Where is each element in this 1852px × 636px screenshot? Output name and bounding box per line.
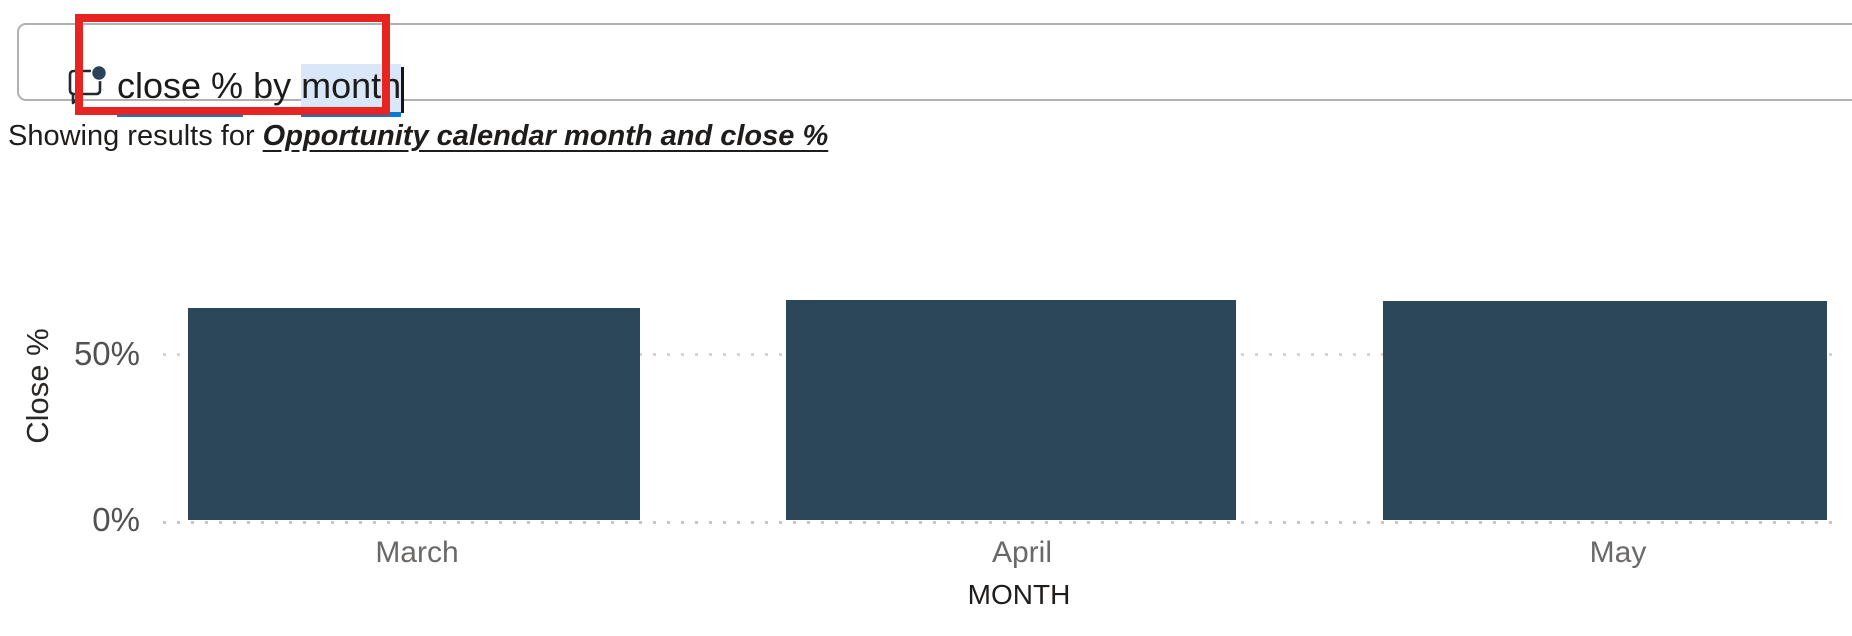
bar-may[interactable] (1383, 301, 1827, 520)
y-tick-50: 50% (73, 335, 140, 372)
qna-comment-icon (68, 64, 107, 105)
question-text[interactable]: close % by month (117, 59, 405, 117)
y-axis-title: Close % (20, 328, 55, 444)
query-term-by[interactable]: by (243, 65, 302, 106)
results-summary: Showing results for Opportunity calendar… (8, 120, 828, 153)
qna-dot-badge (90, 64, 107, 82)
bar-march[interactable] (188, 308, 640, 520)
x-axis-title: MONTH (967, 579, 1071, 610)
y-tick-0: 0% (92, 501, 140, 538)
x-label-may: May (1589, 536, 1647, 569)
text-cursor (401, 67, 405, 113)
query-term-close-pct[interactable]: close % (117, 64, 244, 117)
results-summary-interpretation: Opportunity calendar month and close % (262, 120, 829, 152)
question-input-box[interactable]: close % by month (17, 23, 1852, 117)
x-label-march: March (375, 536, 459, 569)
results-summary-prefix: Showing results for (8, 120, 263, 152)
query-term-month[interactable]: month (301, 64, 402, 117)
x-axis-baseline (163, 521, 1840, 524)
bar-april[interactable] (786, 300, 1236, 520)
x-label-april: April (991, 536, 1052, 569)
